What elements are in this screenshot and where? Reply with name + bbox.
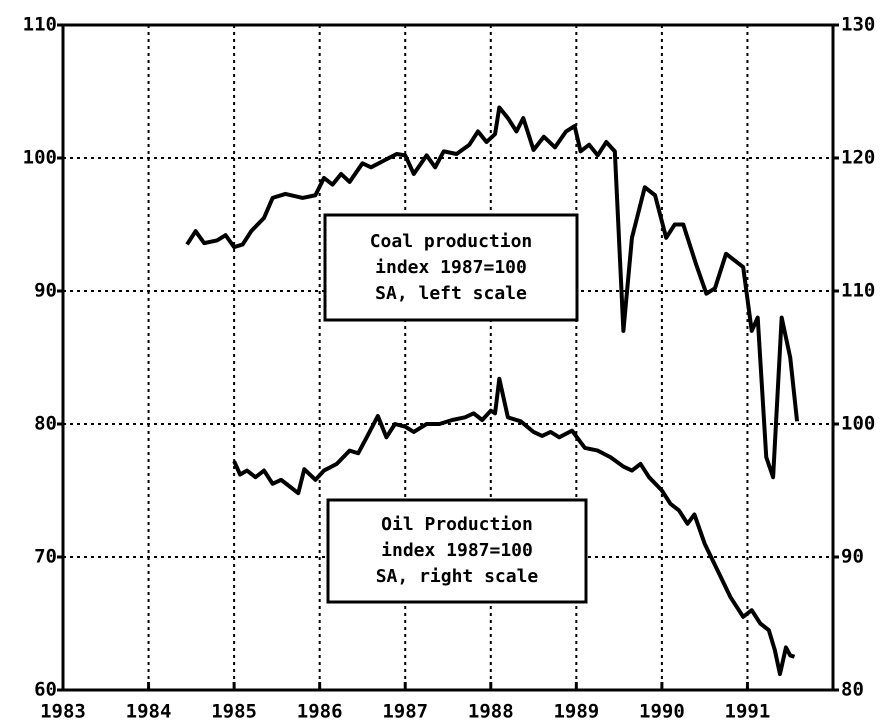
annotation-frame (326, 498, 588, 604)
x-tick-label: 1989 (553, 701, 599, 723)
x-tick-label: 1983 (40, 701, 86, 723)
y2-tick-label: 100 (841, 413, 875, 435)
y-tick-label: 60 (34, 679, 57, 701)
x-tick-label: 1984 (126, 701, 172, 723)
x-tick-label: 1987 (382, 701, 428, 723)
y2-tick-label: 90 (841, 546, 864, 568)
y-tick-label: 100 (23, 147, 57, 169)
y2-tick-label: 120 (841, 147, 875, 169)
plot-frame (61, 23, 835, 692)
x-tick-label: 1990 (639, 701, 685, 723)
x-tick-label: 1985 (211, 701, 257, 723)
annotation-box: Oil Production index 1987=100 SA, right … (326, 498, 588, 604)
x-tick-label: 1986 (297, 701, 343, 723)
annotation-box: Coal production index 1987=100 SA, left … (323, 213, 579, 322)
y-tick-label: 90 (34, 280, 57, 302)
annotation-line: Coal production (370, 231, 533, 252)
annotation-line: index 1987=100 (375, 257, 527, 278)
series-line (185, 105, 800, 480)
annotation-line: Oil Production (381, 514, 533, 535)
y2-tick-label: 110 (841, 280, 875, 302)
x-tick-label: 1991 (725, 701, 771, 723)
annotation-line: SA, left scale (375, 283, 527, 304)
y2-tick-label: 130 (841, 14, 875, 36)
y-tick-label: 80 (34, 413, 57, 435)
y-tick-label: 70 (34, 546, 57, 568)
y-tick-label: 110 (23, 14, 57, 36)
annotation-frame (323, 213, 579, 322)
annotation-line: index 1987=100 (381, 540, 533, 561)
annotation-line: SA, right scale (376, 566, 539, 587)
x-tick-label: 1988 (468, 701, 514, 723)
y2-tick-label: 80 (841, 679, 864, 701)
series-line (232, 376, 796, 677)
